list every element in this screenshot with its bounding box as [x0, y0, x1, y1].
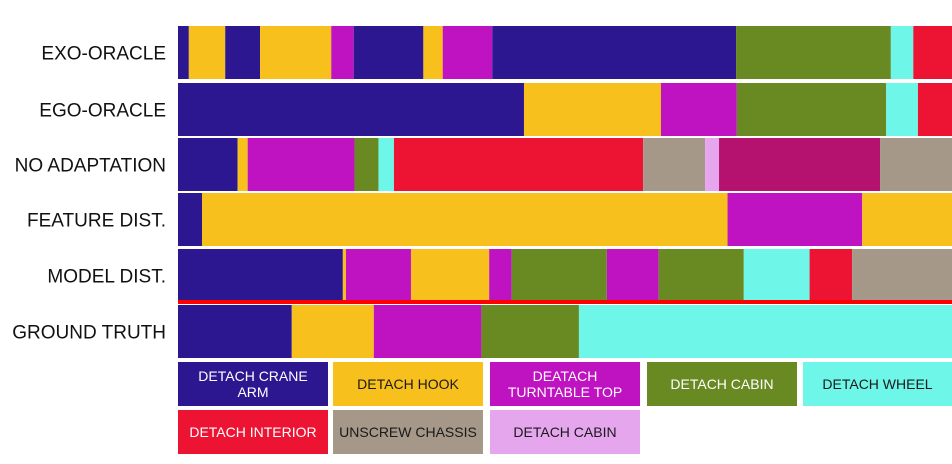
- row-label: NO ADAPTATION: [15, 156, 166, 177]
- segment-unscrew-chassis: [880, 138, 952, 191]
- segment-detach-crane-arm: [225, 26, 261, 79]
- legend-item-detach-hook: DETACH HOOK: [333, 362, 483, 406]
- segment-detach-hook: [188, 26, 226, 79]
- segment-detach-cabin-green: [481, 305, 579, 358]
- segment-detach-wheel: [378, 138, 394, 191]
- row-label: EGO-ORACLE: [39, 101, 166, 122]
- segment-deatach-turntable-top: [247, 138, 355, 191]
- legend-item-detach-cabin-green: DETACH CABIN: [647, 362, 797, 406]
- row-label: GROUND TRUTH: [12, 323, 166, 344]
- segment-deatach-turntable-top: [489, 249, 512, 302]
- segment-detach-interior: [809, 249, 853, 302]
- segment-detach-wheel: [886, 83, 918, 136]
- ground-truth-separator: [178, 300, 952, 304]
- segment-detach-wheel: [578, 305, 952, 358]
- segment-detach-interior: [917, 83, 952, 136]
- legend-item-detach-crane-arm: DETACH CRANE ARM: [178, 362, 328, 406]
- segment-detach-interior: [913, 26, 952, 79]
- segment-detach-cabin-pink: [705, 138, 720, 191]
- segment-deatach-turntable-top: [606, 249, 659, 302]
- segment-detach-hook: [410, 249, 490, 302]
- segment-detach-hook: [237, 138, 248, 191]
- segment-detach-cabin-green: [658, 249, 744, 302]
- segment-detach-crane-arm: [178, 193, 202, 246]
- segment-detach-cabin-green: [511, 249, 607, 302]
- legend-item-detach-cabin-pink: DETACH CABIN: [490, 410, 640, 454]
- segment-detach-wheel: [743, 249, 810, 302]
- row-label: MODEL DIST.: [47, 267, 166, 288]
- segment-deatach-turntable-top: [660, 83, 737, 136]
- segment-detach-cabin-green: [354, 138, 379, 191]
- legend-item-unscrew-chassis: UNSCREW CHASSIS: [333, 410, 483, 454]
- segment-detach-hook: [260, 26, 332, 79]
- segment-deatach-turntable-top-magenta: [719, 138, 881, 191]
- segment-detach-interior: [393, 138, 644, 191]
- segment-unscrew-chassis: [852, 249, 952, 302]
- segment-detach-wheel: [890, 26, 914, 79]
- segment-deatach-turntable-top: [373, 305, 482, 358]
- segment-detach-hook: [201, 193, 728, 246]
- legend-item-detach-wheel: DETACH WHEEL: [803, 362, 952, 406]
- row-label: FEATURE DIST.: [27, 211, 166, 232]
- segment-deatach-turntable-top: [442, 26, 493, 79]
- segment-deatach-turntable-top: [331, 26, 354, 79]
- row-exo-oracle: EXO-ORACLE: [41, 26, 952, 79]
- row-feature-dist: FEATURE DIST.: [27, 193, 952, 246]
- legend-item-deatach-turntable-top: DEATACH TURNTABLE TOP: [490, 362, 640, 406]
- segment-unscrew-chassis: [643, 138, 706, 191]
- segment-detach-hook: [291, 305, 374, 358]
- segment-detach-hook: [862, 193, 952, 246]
- segment-detach-hook: [342, 249, 346, 302]
- row-label: EXO-ORACLE: [41, 44, 166, 65]
- segment-detach-crane-arm: [178, 138, 238, 191]
- segment-detach-crane-arm: [178, 305, 292, 358]
- segment-detach-crane-arm: [178, 83, 524, 136]
- segment-detach-crane-arm: [178, 249, 343, 302]
- segment-detach-cabin-green: [736, 83, 887, 136]
- segment-deatach-turntable-top: [727, 193, 863, 246]
- segment-detach-crane-arm: [353, 26, 424, 79]
- row-ground-truth: GROUND TRUTH: [12, 305, 952, 358]
- segment-detach-hook: [523, 83, 661, 136]
- segment-detach-hook: [423, 26, 443, 79]
- segment-deatach-turntable-top: [345, 249, 411, 302]
- segment-detach-crane-arm: [492, 26, 737, 79]
- segment-detach-cabin-green: [736, 26, 891, 79]
- row-model-dist: MODEL DIST.: [47, 249, 952, 302]
- legend-item-detach-interior: DETACH INTERIOR: [178, 410, 328, 454]
- segment-detach-crane-arm: [178, 26, 189, 79]
- row-no-adaptation: NO ADAPTATION: [15, 138, 952, 191]
- row-ego-oracle: EGO-ORACLE: [39, 83, 952, 136]
